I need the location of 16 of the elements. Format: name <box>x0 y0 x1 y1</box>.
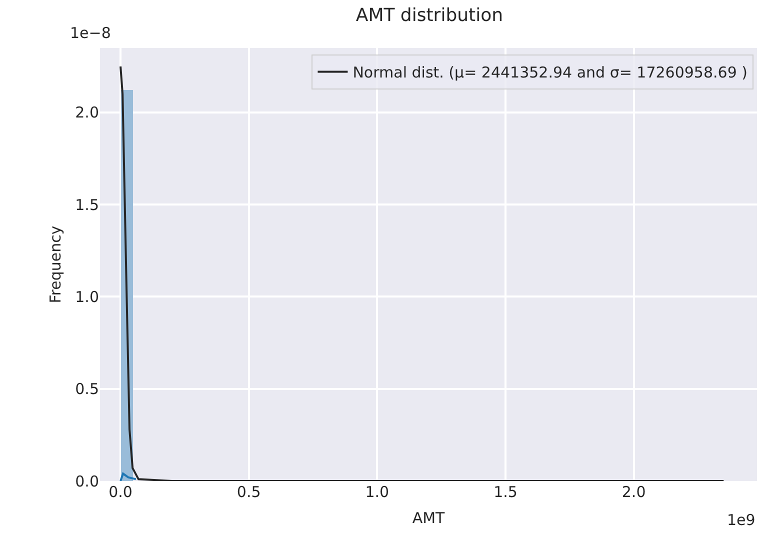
x-tick-label: 2.0 <box>622 483 646 501</box>
x-tick-label: 0.0 <box>108 483 132 501</box>
x-tick-label: 1.5 <box>494 483 518 501</box>
y-axis-title: Frequency <box>46 226 64 304</box>
x-axis-title: AMT <box>412 509 446 527</box>
x-tick-label: 0.5 <box>236 483 261 501</box>
y-tick-label: 0.5 <box>75 380 99 398</box>
line-series <box>120 472 137 481</box>
text: 1e−8 <box>70 24 111 42</box>
y-tick-label: 1.0 <box>75 288 99 306</box>
legend-label: Normal dist. (μ= 2441352.94 and σ= 17260958.69 ) <box>352 64 748 82</box>
y-tick-label: 1.5 <box>75 196 99 214</box>
chart-title: AMT distribution <box>356 4 504 26</box>
text: 1e9 <box>727 511 756 529</box>
x-tick-label: 1.0 <box>365 483 390 501</box>
y-tick-label: 2.0 <box>75 104 99 122</box>
